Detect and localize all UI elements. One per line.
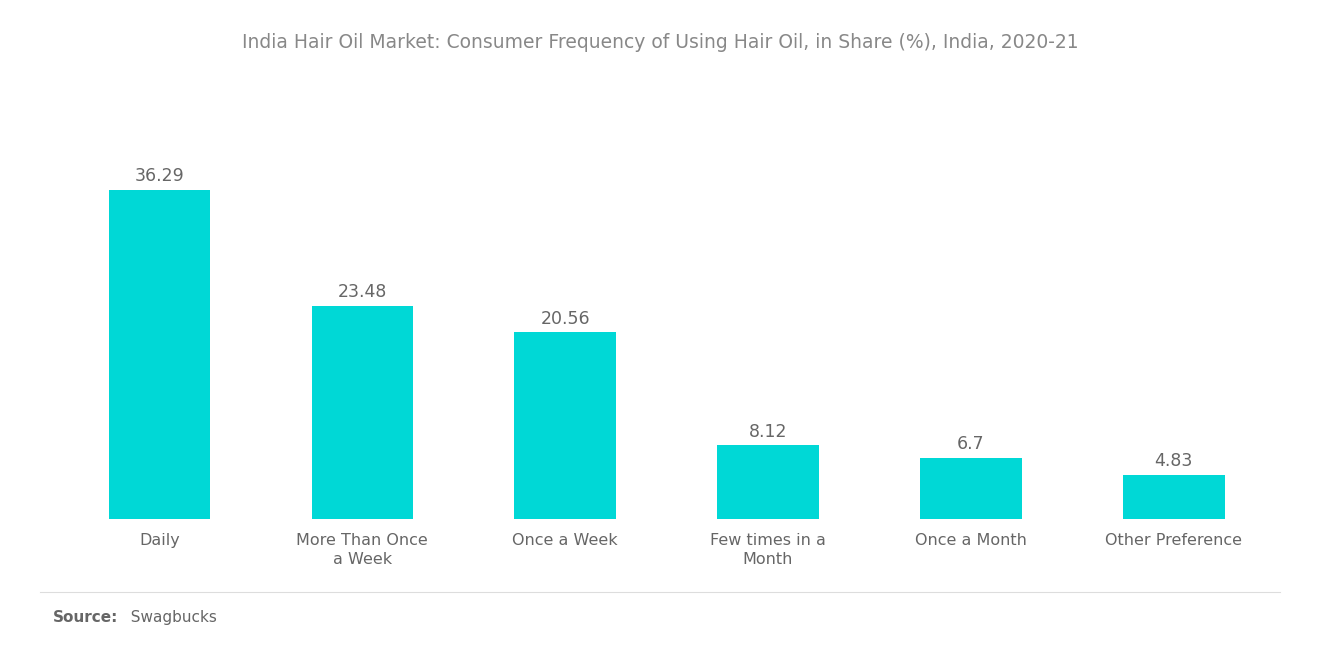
Text: Swagbucks: Swagbucks — [121, 610, 218, 625]
Bar — [312, 306, 413, 519]
Bar — [515, 332, 616, 519]
Text: 23.48: 23.48 — [338, 283, 387, 301]
Text: 36.29: 36.29 — [135, 167, 185, 185]
Text: 6.7: 6.7 — [957, 436, 985, 454]
Text: 20.56: 20.56 — [540, 310, 590, 328]
Bar — [108, 190, 210, 519]
Bar — [717, 445, 818, 519]
Text: Source:: Source: — [53, 610, 119, 625]
Bar — [1123, 475, 1225, 519]
Text: India Hair Oil Market: Consumer Frequency of Using Hair Oil, in Share (%), India: India Hair Oil Market: Consumer Frequenc… — [242, 33, 1078, 53]
Text: 4.83: 4.83 — [1155, 452, 1193, 470]
Bar — [920, 458, 1022, 519]
Text: 8.12: 8.12 — [748, 422, 787, 440]
